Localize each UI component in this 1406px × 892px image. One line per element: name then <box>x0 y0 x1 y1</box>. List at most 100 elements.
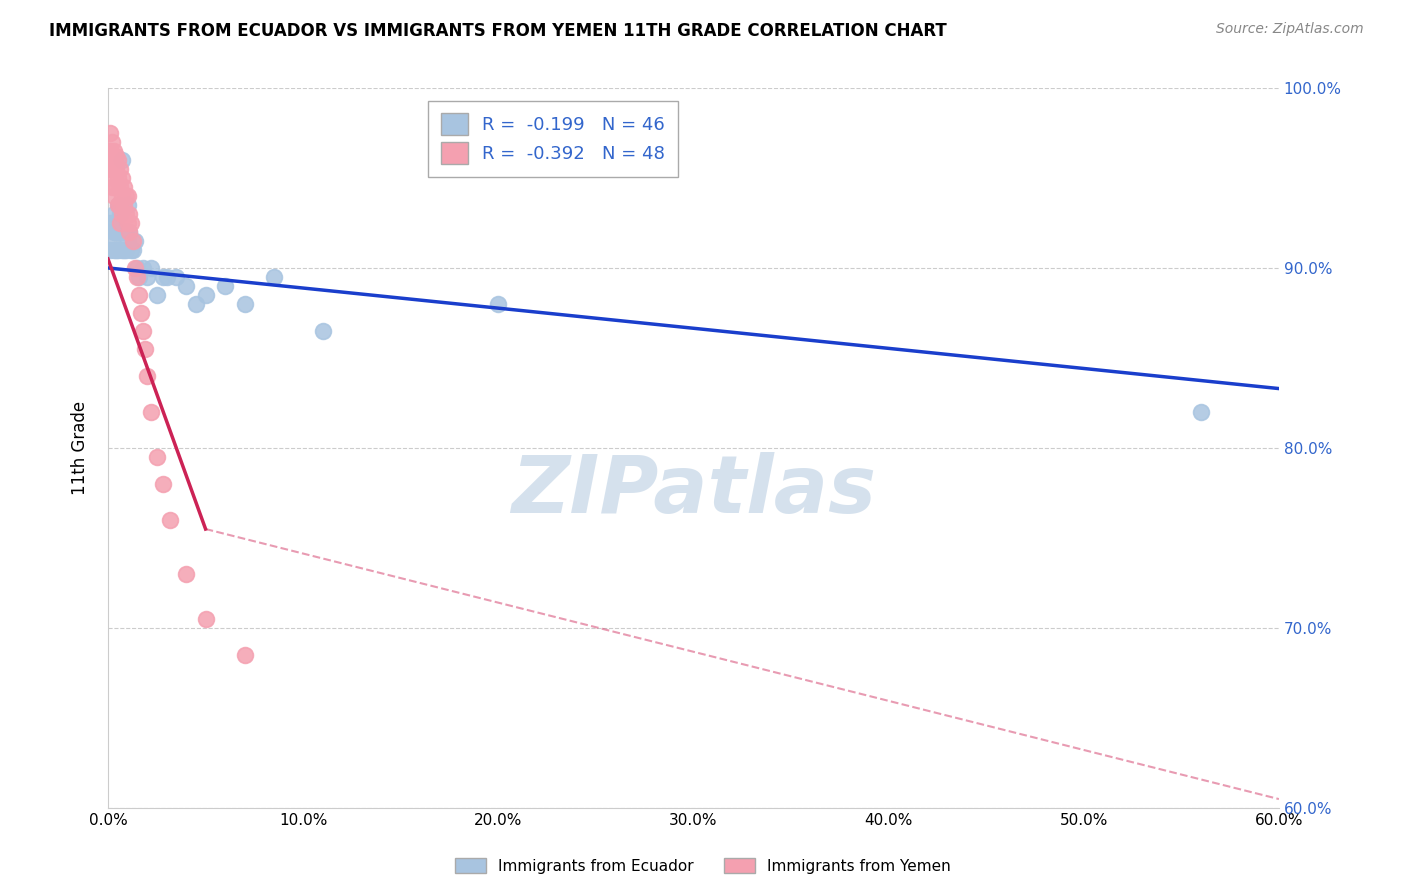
Point <box>104 149 127 163</box>
Point <box>128 288 150 302</box>
Point <box>233 648 256 662</box>
Point <box>155 269 177 284</box>
Point <box>117 216 139 230</box>
Point <box>108 207 131 221</box>
Y-axis label: 11th Grade: 11th Grade <box>72 401 89 495</box>
Point <box>127 260 149 275</box>
Point <box>184 297 207 311</box>
Point <box>194 288 217 302</box>
Point <box>108 198 131 212</box>
Point <box>111 225 134 239</box>
Point <box>174 279 197 293</box>
Point <box>132 260 155 275</box>
Point <box>127 269 149 284</box>
Point <box>118 207 141 221</box>
Point <box>107 153 129 167</box>
Point <box>112 225 135 239</box>
Point <box>98 216 121 230</box>
Point <box>111 207 134 221</box>
Point <box>103 144 125 158</box>
Point <box>104 225 127 239</box>
Text: IMMIGRANTS FROM ECUADOR VS IMMIGRANTS FROM YEMEN 11TH GRADE CORRELATION CHART: IMMIGRANTS FROM ECUADOR VS IMMIGRANTS FR… <box>49 22 948 40</box>
Point <box>174 567 197 582</box>
Point <box>146 450 169 464</box>
Point <box>128 269 150 284</box>
Point <box>486 297 509 311</box>
Point <box>165 269 187 284</box>
Point <box>101 153 124 167</box>
Point <box>117 189 139 203</box>
Point <box>122 234 145 248</box>
Point <box>107 225 129 239</box>
Point <box>643 117 665 131</box>
Point <box>311 324 333 338</box>
Point <box>124 234 146 248</box>
Point <box>103 156 125 170</box>
Point <box>120 216 142 230</box>
Point <box>101 180 124 194</box>
Point <box>103 170 125 185</box>
Point <box>103 207 125 221</box>
Text: ZIPatlas: ZIPatlas <box>510 452 876 530</box>
Point <box>159 513 181 527</box>
Point <box>104 180 127 194</box>
Point <box>117 198 139 212</box>
Point <box>98 144 121 158</box>
Point <box>108 161 131 176</box>
Point <box>111 153 134 167</box>
Point <box>114 243 136 257</box>
Point <box>263 269 285 284</box>
Point <box>112 243 135 257</box>
Point <box>132 324 155 338</box>
Point <box>114 225 136 239</box>
Point <box>108 216 131 230</box>
Point <box>98 126 121 140</box>
Point <box>112 180 135 194</box>
Point <box>107 198 129 212</box>
Point <box>134 342 156 356</box>
Point <box>108 225 131 239</box>
Point <box>103 243 125 257</box>
Point <box>101 216 124 230</box>
Point <box>233 297 256 311</box>
Point <box>117 234 139 248</box>
Point <box>107 198 129 212</box>
Point <box>118 225 141 239</box>
Point <box>107 243 129 257</box>
Point <box>152 269 174 284</box>
Point <box>136 368 159 383</box>
Point <box>101 161 124 176</box>
Point <box>103 189 125 203</box>
Point <box>120 243 142 257</box>
Point <box>136 269 159 284</box>
Point <box>139 260 162 275</box>
Point <box>122 243 145 257</box>
Point <box>103 225 125 239</box>
Point <box>111 243 134 257</box>
Point <box>108 180 131 194</box>
Point <box>124 260 146 275</box>
Point <box>101 234 124 248</box>
Point <box>152 477 174 491</box>
Point <box>1189 405 1212 419</box>
Point <box>114 189 136 203</box>
Point <box>111 189 134 203</box>
Point <box>98 243 121 257</box>
Point <box>104 243 127 257</box>
Point <box>194 612 217 626</box>
Point <box>107 170 129 185</box>
Point <box>112 198 135 212</box>
Point <box>118 225 141 239</box>
Point <box>146 288 169 302</box>
Point <box>111 170 134 185</box>
Point <box>129 306 152 320</box>
Point <box>139 405 162 419</box>
Text: Source: ZipAtlas.com: Source: ZipAtlas.com <box>1216 22 1364 37</box>
Legend: Immigrants from Ecuador, Immigrants from Yemen: Immigrants from Ecuador, Immigrants from… <box>449 852 957 880</box>
Point <box>104 161 127 176</box>
Point <box>114 207 136 221</box>
Legend: R =  -0.199   N = 46, R =  -0.392   N = 48: R = -0.199 N = 46, R = -0.392 N = 48 <box>427 101 678 178</box>
Point <box>98 161 121 176</box>
Point <box>214 279 236 293</box>
Point <box>101 135 124 149</box>
